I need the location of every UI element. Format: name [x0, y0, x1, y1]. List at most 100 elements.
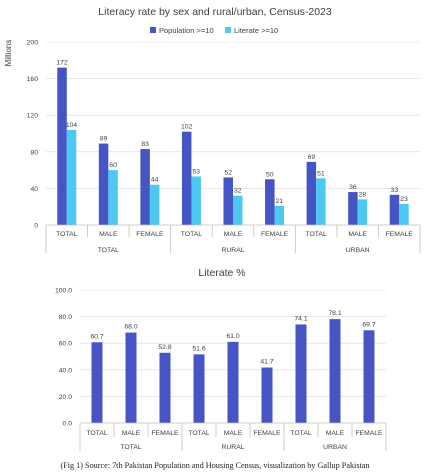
chart1-data-labels: 172 89 83 102 52 50 69 36 33 104 60 44 53 32 21 51 28 23 [56, 60, 408, 205]
bar-literate [316, 178, 326, 225]
x-category-label: TOTAL [188, 430, 209, 437]
data-label: 51 [317, 170, 325, 177]
data-label: 28 [359, 191, 367, 198]
data-label: 52 [224, 169, 232, 176]
y-tick-label: 40 [30, 186, 38, 193]
data-label: 83 [141, 141, 149, 148]
x-group-label: URBAN [346, 247, 370, 254]
y-tick-label: 20.0 [59, 394, 72, 401]
bar-literate [149, 184, 160, 225]
bar-population [306, 161, 317, 225]
chart1-title: Literacy rate by sex and rural/urban, Ce… [98, 6, 332, 18]
x-category-label: TOTAL [290, 430, 311, 437]
bar-population [223, 177, 233, 225]
bar-population [98, 143, 109, 225]
chart-literate-percent: Literate % 0.0 20.0 40.0 60.0 80.0 100.0 60.7… [55, 267, 387, 451]
data-label: 61.0 [226, 333, 239, 340]
bar-literate-percent [329, 319, 341, 423]
chart1-bars [57, 67, 409, 226]
bar-literate [66, 129, 77, 225]
chart1-x-axis: TOTAL MALE FEMALE TOTAL MALE FEMALE TOTAL MALE F… [45, 224, 421, 254]
legend-label-2: Literate >=10 [234, 26, 278, 35]
x-category-label: FEMALE [253, 430, 281, 437]
bar-population [348, 192, 358, 225]
bar-literate-percent [295, 324, 307, 423]
data-label: 69.7 [362, 321, 375, 328]
x-category-label: TOTAL [181, 231, 202, 238]
x-group-label: RURAL [221, 444, 244, 451]
x-category-label: FEMALE [386, 231, 414, 238]
bar-literate-percent [261, 367, 273, 423]
x-category-label: FEMALE [261, 231, 289, 238]
data-label: 74.1 [294, 315, 307, 322]
bar-literate-percent [193, 354, 205, 423]
chart2-title: Literate % [198, 267, 245, 279]
data-label: 32 [234, 188, 242, 195]
data-label: 52.8 [158, 344, 171, 351]
x-category-label: FEMALE [136, 231, 164, 238]
x-category-label: TOTAL [305, 231, 326, 238]
data-label: 78.1 [328, 310, 341, 317]
bar-literate [233, 195, 243, 225]
figure-caption: (Fig 1) Source: 7th Pakistan Population … [60, 461, 369, 470]
legend-label-1: Population >=10 [159, 26, 214, 35]
x-category-label: TOTAL [56, 231, 77, 238]
data-label: 53 [192, 169, 200, 176]
y-tick-label: 120 [27, 113, 39, 120]
x-category-label: MALE [224, 231, 243, 238]
chart2-x-axis: TOTAL MALE FEMALE TOTAL MALE FEMALE TOTAL MALE F… [79, 422, 387, 451]
bar-literate-percent [363, 330, 375, 423]
data-label: 33 [391, 187, 399, 194]
y-tick-label: 80.0 [59, 314, 72, 321]
chart2-bars [91, 319, 375, 423]
x-group-label: TOTAL [120, 444, 141, 451]
y-tick-label: 0 [34, 223, 38, 230]
chart1-y-ticks: 0 40 80 120 160 200 [27, 40, 39, 230]
bar-literate [108, 170, 118, 225]
bar-literate [191, 176, 201, 225]
bar-population [57, 67, 67, 226]
y-tick-label: 100.0 [55, 288, 72, 295]
chart1-legend: Population >=10 Literate >=10 [150, 26, 278, 35]
bar-population [265, 179, 275, 225]
y-tick-label: 40.0 [59, 367, 72, 374]
data-label: 104 [66, 122, 78, 129]
data-label: 23 [400, 196, 408, 203]
legend-swatch-2 [225, 27, 231, 33]
x-category-label: FEMALE [151, 430, 179, 437]
bar-literate [274, 205, 285, 225]
x-category-label: MALE [99, 231, 118, 238]
data-label: 102 [181, 124, 193, 131]
bar-literate [399, 203, 409, 225]
bar-population [389, 194, 400, 225]
bar-literate-percent [125, 332, 137, 423]
bar-literate-percent [91, 342, 103, 423]
data-label: 50 [266, 171, 274, 178]
chart2-y-ticks: 0.0 20.0 40.0 60.0 80.0 100.0 [55, 288, 72, 428]
bar-literate-percent [159, 352, 171, 423]
data-label: 41.7 [260, 359, 273, 366]
data-label: 60.7 [90, 333, 103, 340]
x-group-label: RURAL [221, 247, 244, 254]
data-label: 172 [56, 60, 68, 67]
chart1-y-axis-label: Millions [4, 40, 13, 67]
data-label: 44 [151, 177, 159, 184]
y-tick-label: 200 [27, 40, 39, 47]
data-label: 69 [308, 154, 316, 161]
y-tick-label: 80 [30, 149, 38, 156]
x-category-label: MALE [224, 430, 243, 437]
y-tick-label: 0.0 [63, 421, 73, 428]
bar-literate-percent [227, 341, 239, 423]
data-label: 36 [349, 184, 357, 191]
x-category-label: MALE [122, 430, 141, 437]
x-category-label: FEMALE [355, 430, 383, 437]
data-label: 68.0 [124, 324, 137, 331]
x-group-label: URBAN [323, 444, 347, 451]
data-label: 89 [100, 136, 108, 143]
chart-population-literate: Literacy rate by sex and rural/urban, Ce… [4, 6, 421, 254]
bar-population [181, 131, 192, 225]
data-label: 60 [109, 162, 117, 169]
y-tick-label: 160 [27, 76, 39, 83]
data-label: 51.6 [192, 345, 205, 352]
